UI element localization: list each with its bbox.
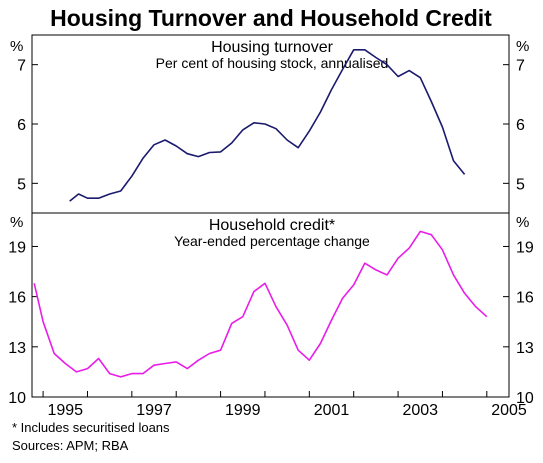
x-tick-label: 2005: [491, 402, 527, 419]
y-tick-label-right: 6: [516, 117, 525, 134]
bottom-unit-left: %: [10, 214, 23, 231]
chart-title: Housing Turnover and Household Credit: [50, 5, 492, 31]
y-tick-label-right: 19: [516, 239, 534, 256]
footnote: * Includes securitised loans: [12, 420, 170, 435]
top-panel-title: Housing turnover: [211, 39, 334, 56]
bottom-unit-right: %: [516, 214, 529, 231]
y-tick-label-left: 16: [8, 290, 26, 307]
y-tick-label-left: 13: [8, 340, 26, 357]
bottom-panel-title: Household credit*: [209, 217, 335, 234]
x-tick-label: 1999: [225, 402, 261, 419]
y-tick-label-left: 6: [17, 117, 26, 134]
turnover-series-line: [69, 48, 466, 202]
credit-series-line: [33, 230, 488, 378]
sources: Sources: APM; RBA: [12, 438, 129, 453]
x-tick-label: 2001: [314, 402, 350, 419]
y-tick-label-right: 7: [516, 58, 525, 75]
y-tick-label-right: 13: [516, 340, 534, 357]
y-tick-label-left: 19: [8, 239, 26, 256]
y-tick-label-left: 7: [17, 58, 26, 75]
x-tick-label: 1995: [47, 402, 83, 419]
top-panel-subtitle: Per cent of housing stock, annualised: [156, 55, 389, 71]
y-tick-label-right: 5: [516, 176, 525, 193]
bottom-panel-subtitle: Year-ended percentage change: [174, 233, 370, 249]
x-tick-label: 2003: [402, 402, 438, 419]
bottom-panel-frame: [31, 212, 510, 398]
y-tick-label-left: 10: [8, 390, 26, 407]
top-unit-right: %: [516, 38, 529, 55]
top-unit-left: %: [10, 38, 23, 55]
x-tick-label: 1997: [136, 402, 172, 419]
y-tick-label-right: 10: [516, 390, 534, 407]
y-tick-label-right: 16: [516, 290, 534, 307]
y-tick-label-left: 5: [17, 176, 26, 193]
